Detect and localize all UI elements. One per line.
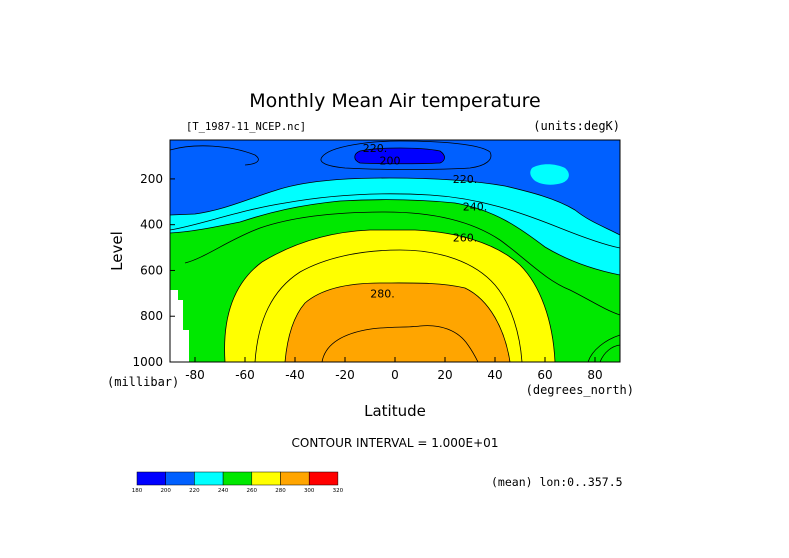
x-units-label: (degrees_north)	[526, 383, 634, 397]
mean-text: (mean) lon:0..357.5	[491, 475, 623, 489]
contour-label: 280.	[370, 287, 395, 300]
x-tick-label: 60	[537, 368, 552, 382]
colorbar-swatch	[251, 471, 281, 486]
colorbar-swatch	[308, 471, 339, 486]
x-tick-label: -20	[335, 368, 355, 382]
x-tick-label: 40	[487, 368, 502, 382]
colorbar-label: 220	[189, 488, 200, 494]
colorbar-label: 260	[247, 488, 258, 494]
colorbar-label: 300	[304, 488, 315, 494]
y-tick-label: 800	[140, 309, 163, 323]
missing-data-region	[170, 290, 189, 362]
colorbar-label: 200	[160, 488, 171, 494]
y-axis: 200 400 600 800 1000	[132, 172, 175, 369]
contour-line-220	[170, 177, 620, 236]
x-tick-label: 80	[587, 368, 602, 382]
x-tick-label: 20	[437, 368, 452, 382]
contour-line-230	[170, 193, 620, 249]
contour-label: 220.	[453, 173, 478, 186]
contour-lines	[170, 140, 620, 362]
colorbar-label: 180	[132, 488, 143, 494]
colorbar-label: 320	[333, 488, 344, 494]
contour-line-270	[254, 249, 523, 362]
colorbar-label: 240	[218, 488, 229, 494]
colorbar-swatch	[194, 471, 224, 486]
contour-interval-text: CONTOUR INTERVAL = 1.000E+01	[292, 436, 499, 450]
file-label: [T_1987-11_NCEP.nc]	[186, 121, 306, 133]
contour-line-260	[224, 229, 556, 362]
colorbar-swatch	[136, 471, 166, 486]
x-tick-label: -80	[185, 368, 205, 382]
x-tick-label: -40	[285, 368, 305, 382]
contour-line-280	[284, 282, 511, 362]
contour-line-210	[320, 140, 492, 170]
colorbar-swatch	[222, 471, 253, 486]
contour-line-250	[184, 211, 620, 316]
colorbar-swatch	[280, 471, 310, 486]
contour-label: 240.	[463, 200, 488, 213]
contour-line-260-south	[587, 334, 620, 362]
band-220-240-island	[530, 164, 569, 185]
chart-title: Monthly Mean Air temperature	[249, 90, 540, 112]
colorbar-label: 280	[275, 488, 286, 494]
band-200-220	[170, 140, 620, 235]
contour-line-200	[354, 147, 445, 165]
y-tick-label: 1000	[132, 355, 163, 369]
contour-line-290	[321, 325, 479, 362]
contour-line-210-west	[170, 145, 259, 166]
x-tick-label: -60	[235, 368, 255, 382]
units-label: (units:degK)	[533, 119, 620, 133]
contour-label: 200	[380, 155, 401, 168]
colorbar: 180 200 220 240 260 280 300 320	[132, 471, 344, 494]
y-units-label: (millibar)	[107, 375, 179, 389]
y-axis-title: Level	[108, 231, 126, 271]
colorbar-swatch	[165, 471, 195, 486]
y-tick-label: 600	[140, 263, 163, 277]
band-below-200	[354, 148, 445, 164]
x-axis-title: Latitude	[364, 402, 426, 420]
contour-line-270-south	[599, 344, 620, 362]
y-tick-label: 200	[140, 172, 163, 186]
x-tick-label: 0	[391, 368, 399, 382]
contour-label: 260.	[453, 231, 478, 244]
x-axis: -80 -60 -40 -20 0 20 40 60 80	[185, 357, 603, 382]
contour-line-240	[170, 199, 620, 276]
y-tick-label: 400	[140, 218, 163, 232]
contour-label: 220.	[363, 142, 388, 155]
